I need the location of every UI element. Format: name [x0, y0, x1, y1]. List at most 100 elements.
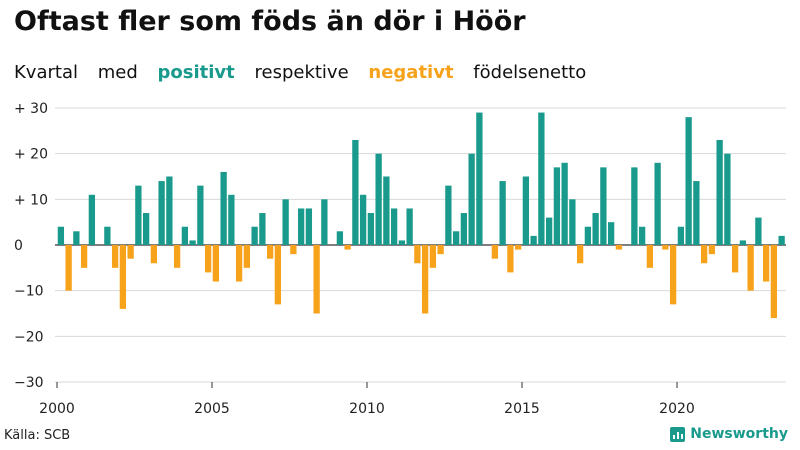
- bar-positive: [383, 176, 390, 245]
- subtitle-word-respectively: respektive: [254, 62, 349, 83]
- bar-positive: [778, 235, 785, 245]
- y-tick-label: 0: [14, 238, 23, 254]
- bar-negative: [770, 245, 778, 319]
- bar-negative: [65, 245, 72, 291]
- brand-name: Newsworthy: [690, 426, 788, 442]
- bar-negative: [127, 245, 134, 259]
- bar-positive: [522, 176, 530, 245]
- y-tick-label: −10: [14, 284, 44, 300]
- bar-positive: [135, 185, 142, 245]
- bar-positive: [57, 226, 65, 245]
- bar-positive: [460, 213, 468, 245]
- bar-negative: [491, 245, 499, 259]
- subtitle-legend-negative: negativt: [368, 62, 454, 83]
- bar-positive: [282, 199, 289, 245]
- bar-positive: [305, 208, 313, 245]
- bar-positive: [538, 112, 545, 245]
- bar-positive: [104, 226, 111, 245]
- bar-positive: [654, 162, 661, 245]
- bar-positive: [476, 112, 483, 245]
- bar-negative: [762, 245, 770, 282]
- bar-negative: [437, 245, 444, 255]
- bar-positive: [367, 213, 375, 245]
- bar-positive: [584, 226, 592, 245]
- bar-positive: [592, 213, 599, 245]
- bar-positive: [251, 226, 258, 245]
- bar-positive: [352, 139, 359, 245]
- bar-positive: [755, 217, 762, 245]
- chart-title: Oftast fler som föds än dör i Höör: [14, 6, 526, 37]
- bar-positive: [390, 208, 398, 245]
- x-tick-label: 2000: [39, 401, 75, 417]
- bar-positive: [693, 181, 700, 245]
- bar-positive: [631, 167, 638, 245]
- bar-positive: [88, 194, 96, 245]
- bar-negative: [747, 245, 754, 291]
- bar-positive: [220, 171, 227, 245]
- bar-positive: [197, 185, 204, 245]
- bar-negative: [274, 245, 282, 305]
- bar-positive: [553, 167, 561, 245]
- x-tick-label: 2010: [349, 401, 385, 417]
- bar-positive: [259, 213, 266, 245]
- bar-negative: [204, 245, 212, 273]
- bar-positive: [600, 167, 607, 245]
- bar-positive: [398, 240, 406, 245]
- y-tick-label: + 20: [14, 147, 48, 163]
- bar-positive: [561, 162, 568, 245]
- chart-subtitle: Kvartal med positivt respektive negativt…: [14, 62, 600, 83]
- bar-positive: [406, 208, 413, 245]
- bar-positive: [685, 117, 692, 245]
- bar-positive: [158, 181, 165, 245]
- subtitle-legend-positive: positivt: [157, 62, 235, 83]
- bar-positive: [142, 213, 150, 245]
- y-tick-label: + 10: [14, 192, 48, 208]
- x-tick-label: 2015: [504, 401, 540, 417]
- y-tick-label: + 30: [14, 101, 48, 117]
- subtitle-word-with: med: [97, 62, 138, 83]
- bar-positive: [228, 194, 235, 245]
- bar-negative: [662, 245, 669, 250]
- source-note: Källa: SCB: [4, 428, 71, 443]
- bar-positive: [445, 185, 452, 245]
- bar-negative: [235, 245, 243, 282]
- bar-chart-icon: [670, 426, 686, 442]
- bar-negative: [290, 245, 297, 255]
- bar-positive: [181, 226, 189, 245]
- bar-positive: [189, 240, 196, 245]
- x-tick-label: 2005: [194, 401, 230, 417]
- bar-positive: [716, 139, 723, 245]
- bar-positive: [297, 208, 305, 245]
- bar-positive: [359, 194, 367, 245]
- bar-positive: [569, 199, 576, 245]
- bar-positive: [638, 226, 646, 245]
- bar-negative: [111, 245, 119, 268]
- bar-positive: [468, 153, 475, 245]
- brand-logo: Newsworthy: [670, 426, 788, 442]
- bar-negative: [119, 245, 127, 309]
- subtitle-word-net-births: födelsenetto: [473, 62, 587, 83]
- bar-negative: [576, 245, 584, 264]
- bar-negative: [514, 245, 522, 250]
- bar-positive: [724, 153, 731, 245]
- bar-negative: [344, 245, 351, 250]
- bar-positive: [321, 199, 328, 245]
- bar-negative: [414, 245, 421, 264]
- bar-positive: [739, 240, 747, 245]
- bar-negative: [313, 245, 320, 314]
- bar-positive: [166, 176, 173, 245]
- bar-negative: [212, 245, 220, 282]
- bar-positive: [545, 217, 553, 245]
- y-tick-label: −20: [14, 329, 44, 345]
- bar-negative: [150, 245, 158, 264]
- x-tick-label: 2020: [659, 401, 695, 417]
- bar-negative: [173, 245, 181, 268]
- subtitle-word-period: Kvartal: [14, 62, 78, 83]
- bar-negative: [708, 245, 716, 255]
- bar-negative: [700, 245, 708, 264]
- bar-negative: [266, 245, 274, 259]
- bar-positive: [336, 231, 344, 245]
- bar-positive: [677, 226, 685, 245]
- bar-negative: [731, 245, 739, 273]
